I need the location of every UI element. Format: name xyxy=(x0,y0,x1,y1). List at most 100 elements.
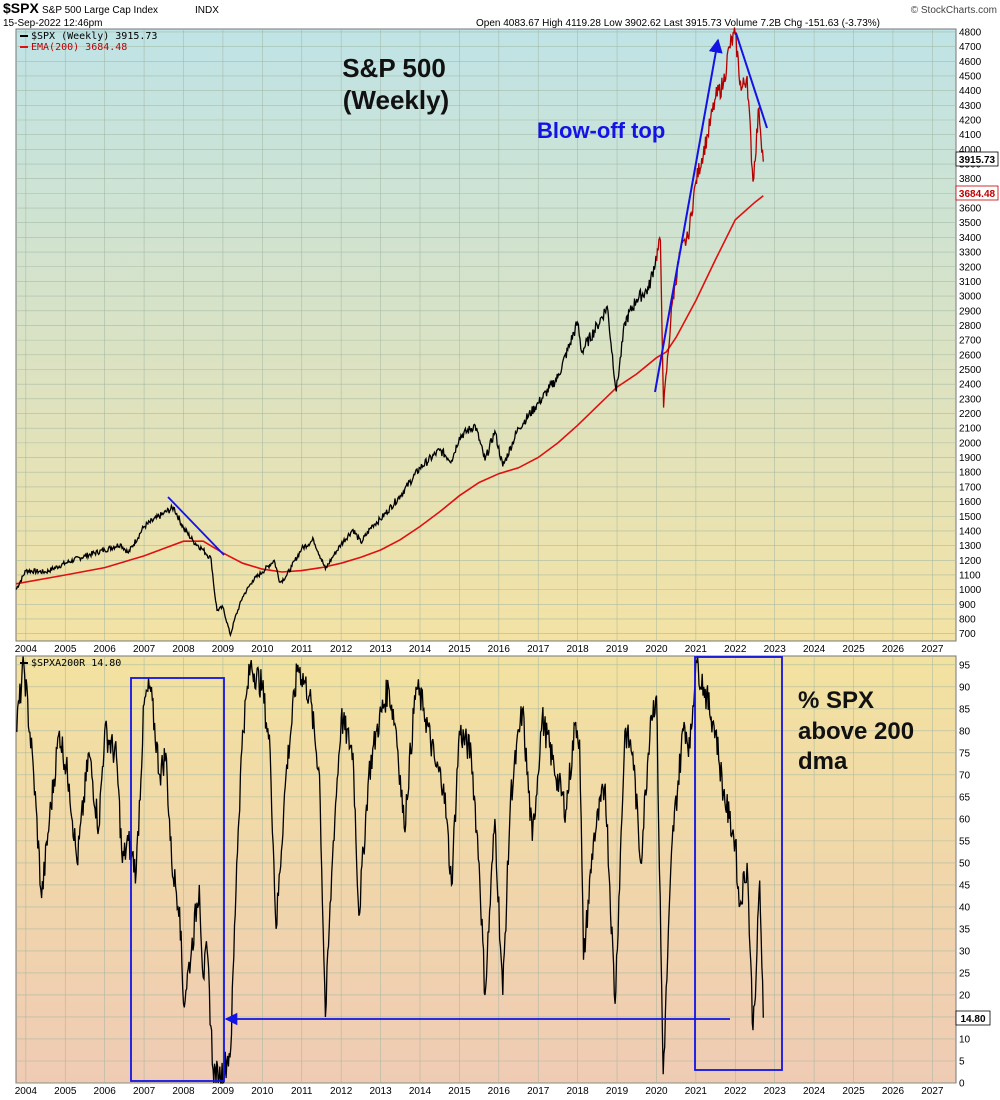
x-tick-label: 2023 xyxy=(764,1086,787,1097)
x-tick-label: 2005 xyxy=(54,1086,77,1097)
y-tick-label: 900 xyxy=(959,600,976,611)
y-tick-label: 95 xyxy=(959,660,971,671)
legend-ema: EMA(200) 3684.48 xyxy=(31,42,127,53)
x-tick-label: 2014 xyxy=(409,1086,432,1097)
y-tick-label: 4200 xyxy=(959,115,982,126)
x-tick-label: 2022 xyxy=(724,1086,747,1097)
x-tick-label: 2018 xyxy=(567,1086,590,1097)
y-tick-label: 55 xyxy=(959,836,971,847)
y-tick-label: 2000 xyxy=(959,438,982,449)
x-tick-label: 2008 xyxy=(172,644,195,655)
x-tick-label: 2019 xyxy=(606,644,629,655)
y-tick-label: 2600 xyxy=(959,350,982,361)
annotation-breadth-line2: above 200 xyxy=(798,718,914,745)
x-tick-label: 2011 xyxy=(291,644,313,655)
price-x-axis: 2004 2005 2006 2007 2008 2009 2010 2011 2012 2013… xyxy=(15,644,944,655)
x-tick-label: 2012 xyxy=(330,1086,353,1097)
y-tick-label: 3400 xyxy=(959,233,982,244)
x-tick-label: 2025 xyxy=(842,644,865,655)
x-tick-label: 2015 xyxy=(448,1086,471,1097)
price-panel: 700 800 900 1000 1100 1200 1300 1400 1500 1600 170… xyxy=(15,27,999,655)
y-tick-label: 80 xyxy=(959,726,971,737)
price-panel-background xyxy=(15,28,957,642)
svg-text:3915.73: 3915.73 xyxy=(959,155,996,166)
y-tick-label: 4600 xyxy=(959,57,982,68)
x-tick-label: 2004 xyxy=(15,644,38,655)
x-tick-label: 2009 xyxy=(212,644,235,655)
x-tick-label: 2010 xyxy=(251,1086,274,1097)
x-tick-label: 2013 xyxy=(369,644,392,655)
x-tick-label: 2020 xyxy=(645,1086,668,1097)
y-tick-label: 4800 xyxy=(959,27,982,38)
legend-breadth: $SPXA200R 14.80 xyxy=(31,658,121,669)
y-tick-label: 4500 xyxy=(959,71,982,82)
y-tick-label: 60 xyxy=(959,814,971,825)
x-tick-label: 2016 xyxy=(488,1086,511,1097)
y-tick-label: 20 xyxy=(959,990,971,1001)
breadth-x-axis: 2004 2005 2006 2007 2008 2009 2010 2011 2012 2013… xyxy=(15,1086,944,1097)
y-tick-label: 5 xyxy=(959,1056,965,1067)
y-tick-label: 2700 xyxy=(959,336,982,347)
y-tick-label: 30 xyxy=(959,946,971,957)
y-tick-label: 2900 xyxy=(959,306,982,317)
x-tick-label: 2020 xyxy=(645,644,668,655)
y-tick-label: 75 xyxy=(959,748,971,759)
x-tick-label: 2019 xyxy=(606,1086,629,1097)
y-tick-label: 70 xyxy=(959,770,971,781)
x-tick-label: 2013 xyxy=(369,1086,392,1097)
x-tick-label: 2025 xyxy=(842,1086,865,1097)
y-tick-label: 3800 xyxy=(959,174,982,185)
header-name: S&P 500 Large Cap Index xyxy=(42,5,158,16)
x-tick-label: 2026 xyxy=(882,644,905,655)
y-tick-label: 2100 xyxy=(959,424,982,435)
x-tick-label: 2007 xyxy=(133,644,156,655)
x-tick-label: 2022 xyxy=(724,644,747,655)
price-y-axis: 700 800 900 1000 1100 1200 1300 1400 1500 1600 170… xyxy=(959,27,982,640)
y-tick-label: 700 xyxy=(959,629,976,640)
x-tick-label: 2026 xyxy=(882,1086,905,1097)
y-tick-label: 40 xyxy=(959,902,971,913)
header-symbol: $SPX xyxy=(3,0,39,16)
x-tick-label: 2009 xyxy=(212,1086,235,1097)
x-tick-label: 2024 xyxy=(803,644,826,655)
y-tick-label: 2800 xyxy=(959,321,982,332)
y-tick-label: 1700 xyxy=(959,482,982,493)
trendline-2022-down xyxy=(735,32,768,129)
y-tick-label: 3300 xyxy=(959,248,982,259)
header-exchange: INDX xyxy=(195,5,219,16)
y-tick-label: 0 xyxy=(959,1079,965,1090)
x-tick-label: 2010 xyxy=(251,644,274,655)
annotation-breadth-line1: % SPX xyxy=(798,687,874,714)
x-tick-label: 2018 xyxy=(567,644,590,655)
y-tick-label: 85 xyxy=(959,704,971,715)
y-tick-label: 2200 xyxy=(959,409,982,420)
x-tick-label: 2014 xyxy=(409,644,432,655)
x-tick-label: 2027 xyxy=(921,644,944,655)
x-tick-label: 2006 xyxy=(94,1086,117,1097)
y-tick-label: 1200 xyxy=(959,556,982,567)
x-tick-label: 2006 xyxy=(94,644,117,655)
y-tick-label: 45 xyxy=(959,880,971,891)
y-tick-label: 35 xyxy=(959,924,971,935)
breadth-line xyxy=(15,655,764,1085)
ema-value-tag: 3684.48 xyxy=(955,185,999,201)
x-tick-label: 2004 xyxy=(15,1086,38,1097)
y-tick-label: 1600 xyxy=(959,497,982,508)
x-tick-label: 2015 xyxy=(448,644,471,655)
y-tick-label: 1900 xyxy=(959,453,982,464)
x-tick-label: 2021 xyxy=(685,644,708,655)
y-tick-label: 65 xyxy=(959,792,971,803)
x-tick-label: 2016 xyxy=(488,644,511,655)
x-tick-label: 2005 xyxy=(54,644,77,655)
header-credit: © StockCharts.com xyxy=(911,5,997,16)
x-tick-label: 2024 xyxy=(803,1086,826,1097)
annotation-blowoff: Blow-off top xyxy=(537,118,665,143)
breadth-y-axis: 05101520253035404550556065707580859095 xyxy=(959,660,971,1089)
x-tick-label: 2023 xyxy=(764,644,787,655)
price-value-tag: 3915.73 xyxy=(955,151,999,167)
y-tick-label: 1500 xyxy=(959,512,982,523)
y-tick-label: 4300 xyxy=(959,101,982,112)
y-tick-label: 1800 xyxy=(959,468,982,479)
y-tick-label: 3100 xyxy=(959,277,982,288)
